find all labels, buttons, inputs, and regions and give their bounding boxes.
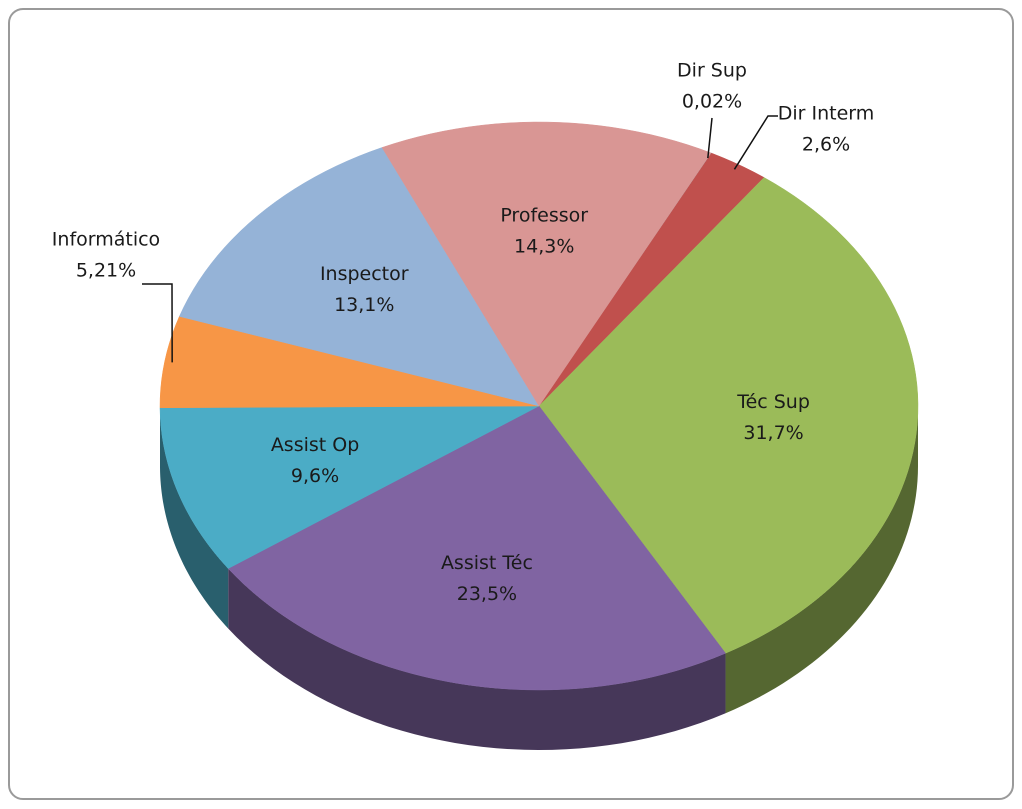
slice-value-label: 23,5% — [457, 583, 517, 605]
slice-label: Inspector — [320, 263, 409, 285]
slice-value-label: 5,21% — [76, 260, 136, 282]
slice-value-label: 2,6% — [802, 134, 850, 156]
slice-value-label: 13,1% — [334, 294, 394, 316]
slice-label: Téc Sup — [736, 391, 810, 413]
slice-value-label: 0,02% — [682, 91, 742, 113]
slice-value-label: 31,7% — [743, 422, 803, 444]
slice-value-label: 14,3% — [514, 235, 574, 257]
slice-label: Informático — [52, 229, 160, 251]
slice-value-label: 9,6% — [291, 465, 339, 487]
slice-label: Dir Sup — [677, 60, 747, 82]
slice-label: Professor — [500, 204, 588, 226]
slice-label: Assist Téc — [441, 552, 533, 574]
slice-label: Dir Interm — [778, 103, 875, 125]
slice-label: Assist Op — [271, 434, 359, 456]
